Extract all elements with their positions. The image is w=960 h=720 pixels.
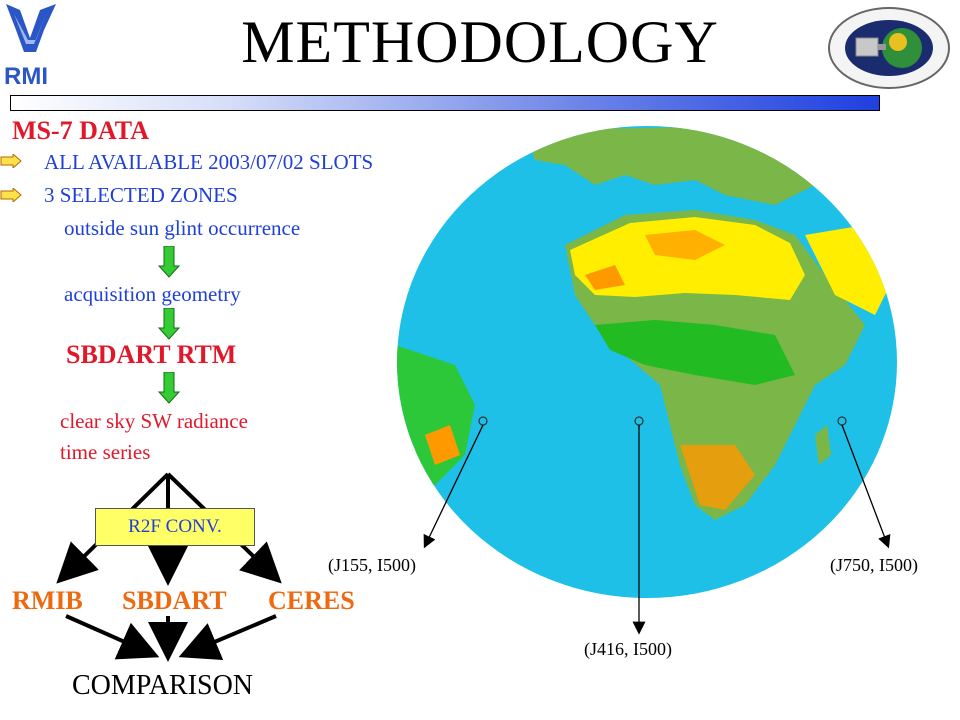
rmi-logo: RMI xyxy=(0,0,72,92)
branch-sbdart: SBDART xyxy=(122,586,227,615)
zone-label-j416: (J416, I500) xyxy=(584,639,672,659)
zone-label-j155: (J155, I500) xyxy=(328,555,416,575)
zone-label-j750: (J750, I500) xyxy=(830,555,918,575)
rmi-logo-graphic: RMI xyxy=(4,4,56,90)
bullet-zones: 3 SELECTED ZONES xyxy=(44,183,238,207)
gerb-logo xyxy=(826,6,952,90)
earth-globe-image xyxy=(397,126,897,598)
section-heading: MS-7 DATA xyxy=(12,116,149,145)
green-down-arrow-icon-3 xyxy=(157,371,181,409)
comparison-label: COMPARISON xyxy=(72,670,254,701)
conversion-box: R2F CONV. xyxy=(95,508,255,546)
branch-rmib: RMIB xyxy=(12,586,83,615)
bullet-slots: ALL AVAILABLE 2003/07/02 SLOTS xyxy=(44,150,374,174)
gerb-seal-graphic xyxy=(828,7,950,89)
green-down-arrow-icon-2 xyxy=(157,307,181,345)
branch-ceres: CERES xyxy=(268,586,355,615)
step-rtm: SBDART RTM xyxy=(66,340,237,369)
step-geometry: acquisition geometry xyxy=(64,282,241,306)
green-down-arrow-icon-1 xyxy=(157,245,181,283)
bullet-arrow-icon-2 xyxy=(0,186,22,207)
page-title: METHODOLOGY xyxy=(241,9,719,75)
step-radiance-line2: time series xyxy=(60,440,151,464)
step-radiance-line1: clear sky SW radiance xyxy=(60,409,248,433)
bullet-arrow-icon-1 xyxy=(0,152,22,173)
rmi-logo-text: RMI xyxy=(4,63,48,90)
title-underline-bar xyxy=(10,95,880,111)
step-sun-glint: outside sun glint occurrence xyxy=(64,216,301,240)
branch-arrows xyxy=(56,472,282,662)
